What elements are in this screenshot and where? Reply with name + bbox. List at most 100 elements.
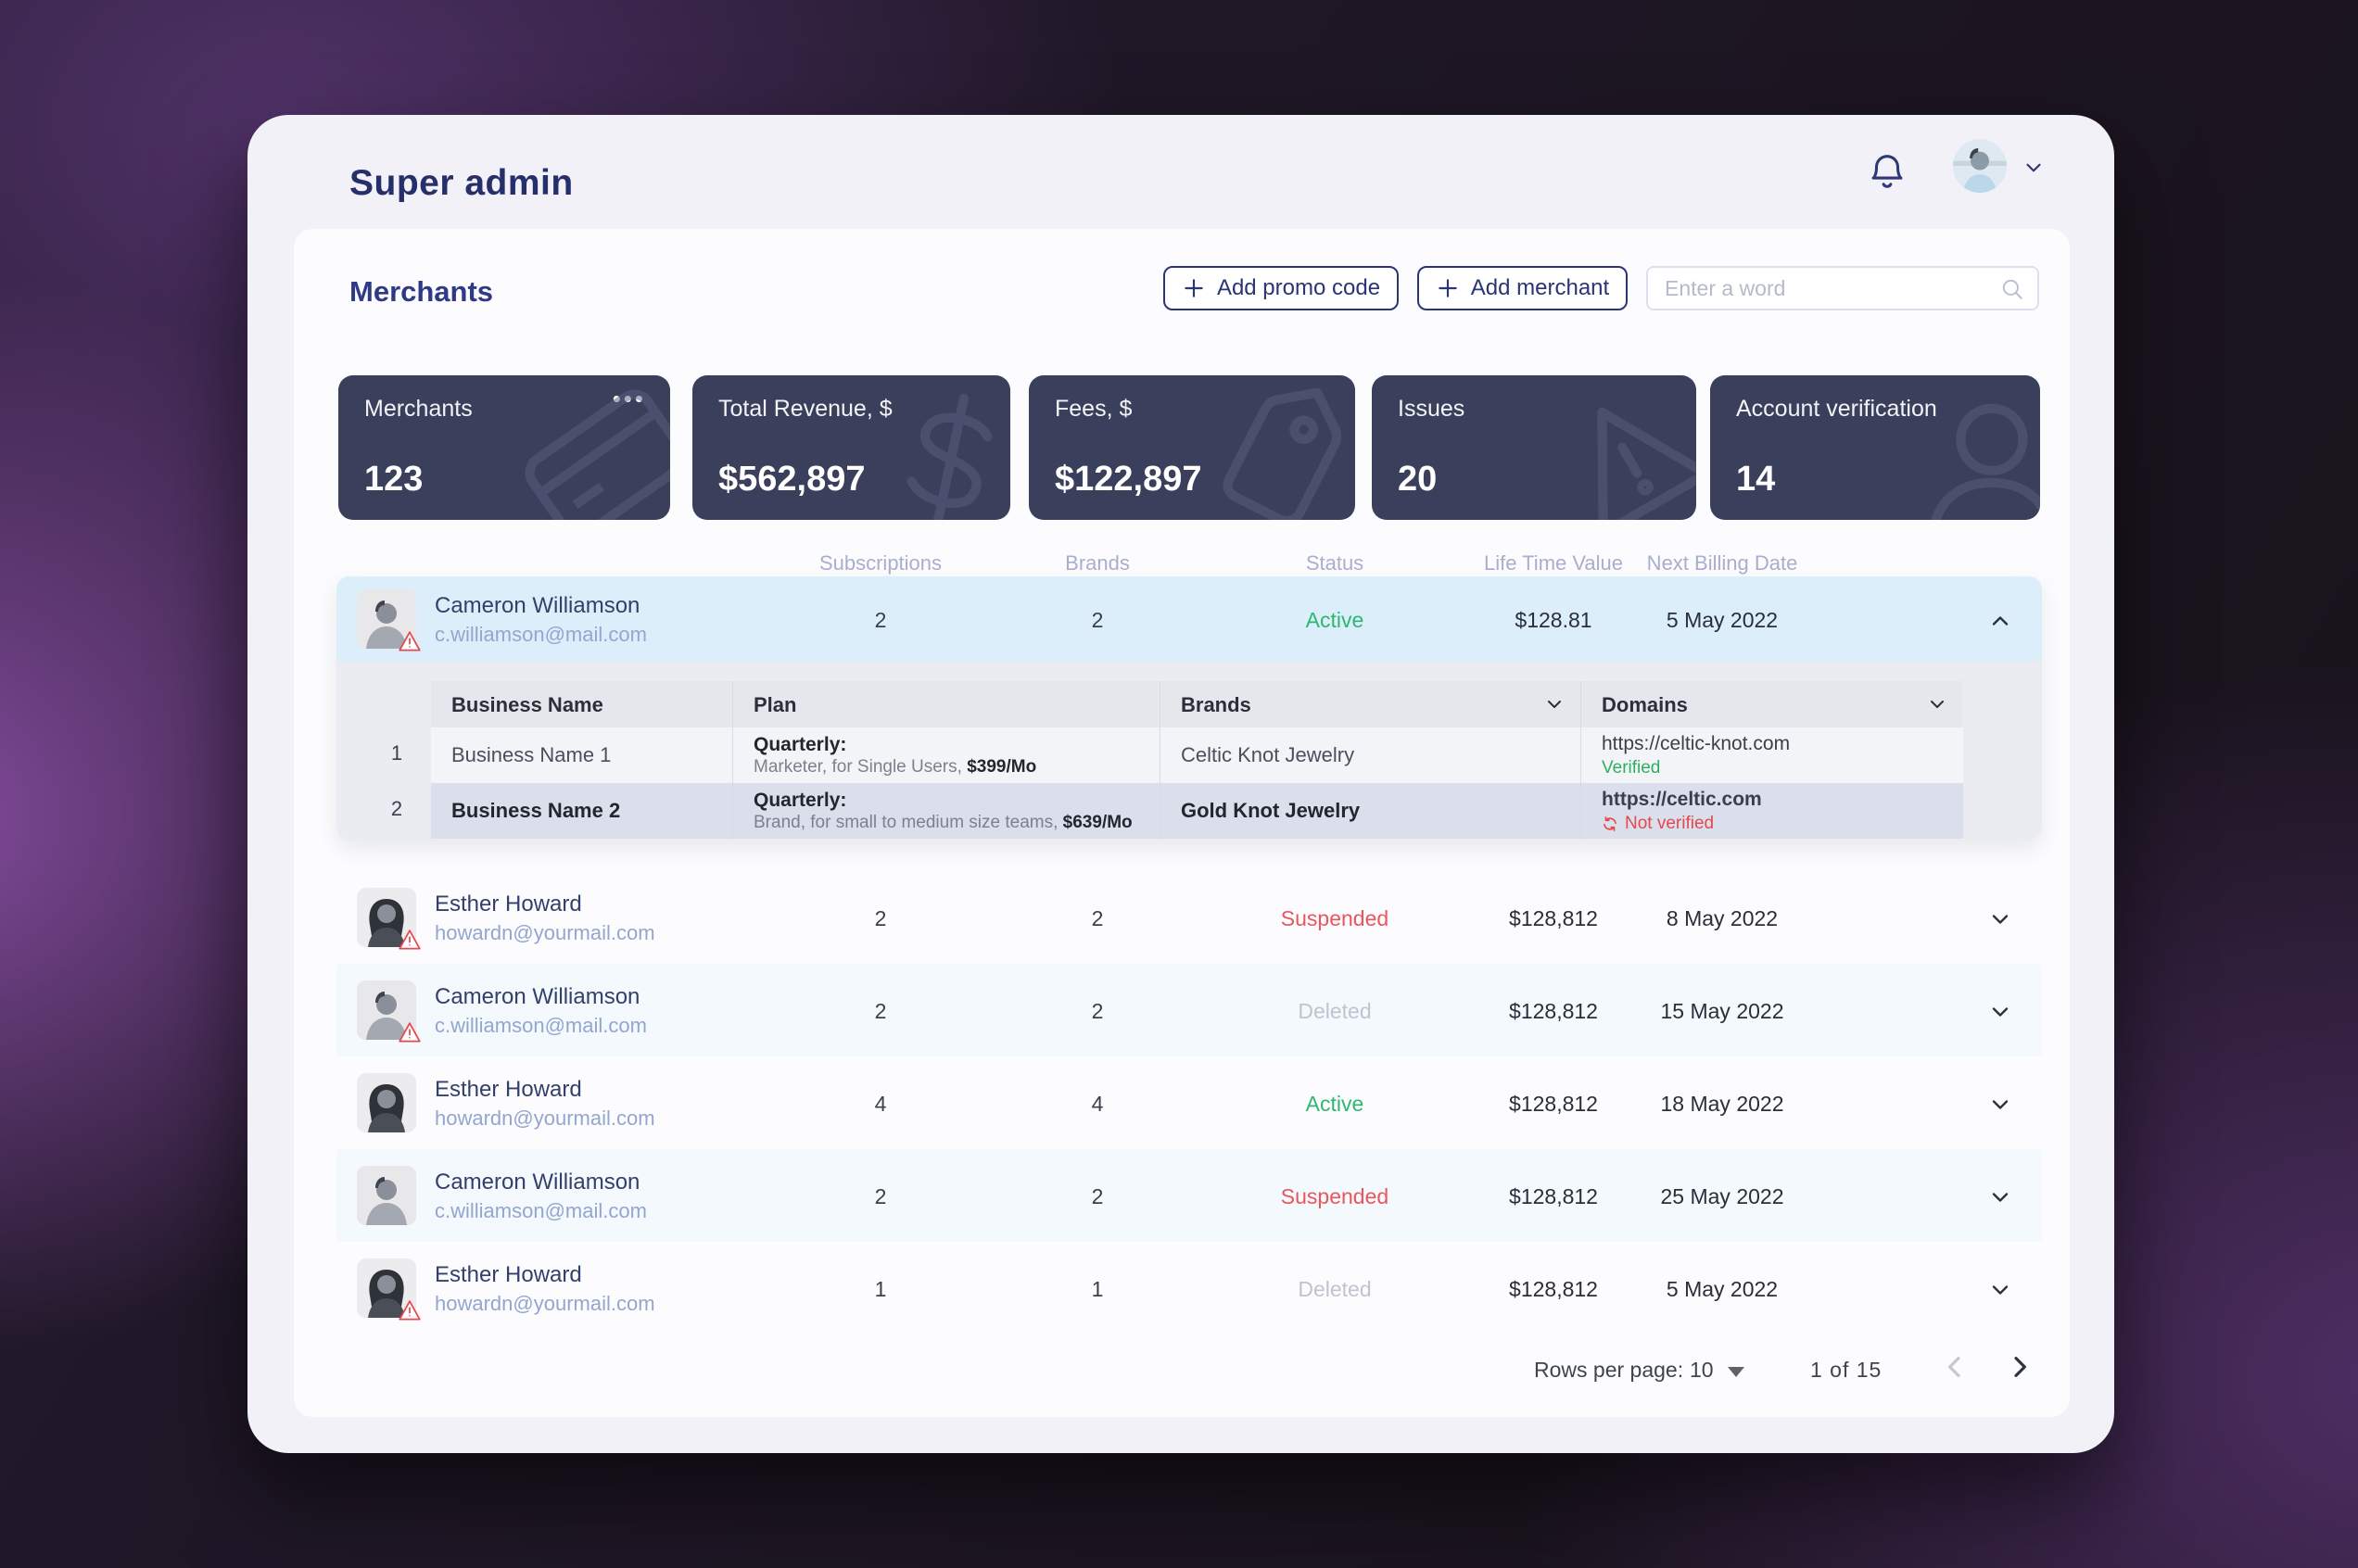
app-title: Super admin (349, 163, 574, 203)
chevron-down-icon[interactable] (1987, 1092, 2013, 1118)
add-merchant-button[interactable]: Add merchant (1417, 266, 1628, 310)
sub-row-index: 1 (390, 741, 403, 765)
business-name: Business Name 2 (451, 799, 621, 822)
subcol-plan: Plan (754, 693, 797, 716)
merchant-name: Esther Howard (435, 1077, 582, 1102)
person-icon (1895, 383, 2040, 520)
merchant-name: Cameron Williamson (435, 593, 640, 618)
stat-card-merchants: Merchants ••• 123 (338, 375, 670, 520)
warning-icon (398, 1299, 422, 1321)
business-name: Business Name 1 (451, 743, 612, 766)
business-subtable: Business Name Plan Brands Domains (431, 681, 1963, 839)
stat-card-issues: Issues 20 (1372, 375, 1696, 520)
subcol-domains: Domains (1602, 693, 1688, 716)
plus-icon (1436, 276, 1460, 300)
warning-icon (398, 1021, 422, 1043)
search-icon[interactable] (2000, 277, 2024, 301)
plan-description: Marketer, for Single Users, $399/Mo (754, 757, 1037, 777)
status-badge: Active (1305, 608, 1364, 632)
brands-value: 2 (1091, 906, 1104, 930)
next-billing-date: 5 May 2022 (1666, 608, 1779, 632)
next-billing-date: 8 May 2022 (1666, 906, 1779, 930)
merchant-email: howardn@yourmail.com (435, 1292, 655, 1315)
chevron-up-icon[interactable] (1987, 608, 2013, 634)
table-row[interactable]: Cameron Williamson c.williamson@mail.com… (336, 964, 2042, 1056)
business-row[interactable]: Business Name 2 Quarterly: Brand, for sm… (431, 783, 1963, 839)
brands-value: 2 (1091, 1184, 1104, 1208)
table-row[interactable]: Esther Howard howardn@yourmail.com 2 2 S… (336, 871, 2042, 964)
stat-label: Total Revenue, $ (718, 396, 893, 422)
column-header-status: Status (1305, 551, 1364, 575)
stat-value: 123 (364, 460, 424, 499)
subscriptions-value: 4 (874, 1092, 887, 1116)
not-verified-label: Not verified (1602, 814, 1714, 834)
credit-card-icon (525, 383, 670, 520)
status-badge: Active (1305, 1092, 1364, 1116)
chevron-down-icon[interactable] (1987, 1277, 2013, 1303)
next-billing-date: 18 May 2022 (1660, 1092, 1784, 1116)
stat-label: Fees, $ (1055, 396, 1133, 422)
plan-price: $399/Mo (967, 757, 1037, 777)
stat-value: $122,897 (1055, 460, 1202, 499)
subscriptions-value: 2 (874, 1184, 887, 1208)
table-row[interactable]: Cameron Williamson c.williamson@mail.com… (336, 576, 2042, 662)
domain-url: https://celtic-knot.com (1602, 733, 1791, 754)
search-input[interactable] (1665, 268, 1989, 309)
dropdown-arrow-icon[interactable] (1728, 1367, 1744, 1377)
merchant-name: Cameron Williamson (435, 984, 640, 1009)
avatar (357, 1258, 416, 1318)
page-indicator: 1 of 15 (1810, 1358, 1883, 1382)
life-time-value: $128,812 (1509, 1277, 1598, 1301)
status-badge: Deleted (1298, 999, 1372, 1023)
next-billing-date: 15 May 2022 (1660, 999, 1784, 1023)
merchant-email: howardn@yourmail.com (435, 921, 655, 944)
subtable-header: Business Name Plan Brands Domains (431, 681, 1963, 727)
brand-name: Gold Knot Jewelry (1181, 799, 1361, 822)
chevron-down-icon[interactable] (1987, 1184, 2013, 1210)
add-merchant-label: Add merchant (1470, 275, 1610, 300)
sub-row-index: 2 (390, 797, 403, 820)
table-row[interactable]: Esther Howard howardn@yourmail.com 4 4 A… (336, 1056, 2042, 1149)
warning-icon (398, 929, 422, 951)
merchant-email: c.williamson@mail.com (435, 1014, 647, 1037)
merchant-email: c.williamson@mail.com (435, 623, 647, 646)
status-badge: Deleted (1298, 1277, 1372, 1301)
chevron-down-icon[interactable] (2022, 156, 2046, 180)
stat-value: 14 (1736, 460, 1776, 499)
stat-card-fees: Fees, $ $122,897 (1029, 375, 1355, 520)
expanded-merchant-group: Cameron Williamson c.williamson@mail.com… (336, 576, 2042, 840)
notifications-bell-icon[interactable] (1866, 150, 1908, 193)
rows-per-page-select[interactable]: 10 (1690, 1358, 1714, 1382)
plus-icon (1182, 276, 1206, 300)
content-panel: Merchants Add promo code Add merchant (294, 229, 2070, 1417)
subscriptions-value: 2 (874, 999, 887, 1023)
next-billing-date: 25 May 2022 (1660, 1184, 1784, 1208)
brand-name: Celtic Knot Jewelry (1181, 743, 1355, 766)
business-row[interactable]: Business Name 1 Quarterly: Marketer, for… (431, 727, 1963, 783)
chevron-down-icon[interactable] (1987, 906, 2013, 932)
stat-value: 20 (1398, 460, 1438, 499)
status-badge: Suspended (1280, 1184, 1389, 1208)
dollar-icon (865, 383, 1010, 520)
previous-page-icon[interactable] (1940, 1352, 1970, 1382)
merchant-email: howardn@yourmail.com (435, 1106, 655, 1130)
stat-value: $562,897 (718, 460, 866, 499)
user-avatar[interactable] (1953, 139, 2007, 193)
add-promo-code-button[interactable]: Add promo code (1163, 266, 1399, 310)
subscriptions-value: 2 (874, 608, 887, 632)
next-page-icon[interactable] (2005, 1352, 2035, 1382)
plan-description: Brand, for small to medium size teams, $… (754, 813, 1133, 832)
search-box (1646, 266, 2039, 310)
merchant-email: c.williamson@mail.com (435, 1199, 647, 1222)
subcol-brands: Brands (1181, 693, 1251, 716)
table-row[interactable]: Esther Howard howardn@yourmail.com 1 1 D… (336, 1242, 2042, 1334)
chevron-down-icon[interactable] (1926, 693, 1948, 715)
table-row[interactable]: Cameron Williamson c.williamson@mail.com… (336, 1149, 2042, 1242)
subscriptions-value: 1 (874, 1277, 887, 1301)
plan-period: Quarterly: (754, 790, 847, 811)
app-window: Super admin Merchants (247, 115, 2114, 1453)
life-time-value: $128,812 (1509, 1184, 1598, 1208)
chevron-down-icon[interactable] (1987, 999, 2013, 1025)
status-badge: Suspended (1280, 906, 1389, 930)
chevron-down-icon[interactable] (1543, 693, 1566, 715)
